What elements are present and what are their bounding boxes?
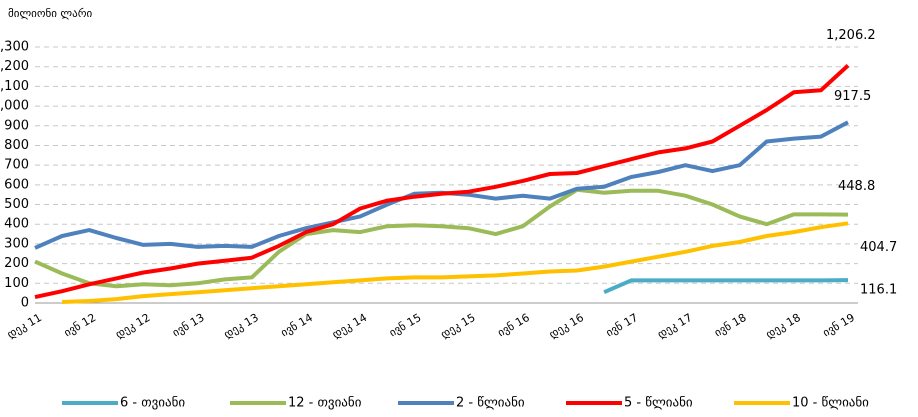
y-tick-label: 400 (4, 217, 29, 232)
y-tick-label: 1,300 (0, 40, 29, 55)
value-label: 448.8 (838, 179, 875, 194)
y-tick-label: 600 (4, 177, 29, 192)
legend-label: 12 - თვიანი (288, 396, 362, 411)
y-tick-label: 200 (4, 256, 29, 271)
y-axis-label: მილიონი ლარი (8, 7, 92, 20)
legend-label: 2 - წლიანი (456, 396, 525, 411)
value-label: 116.1 (860, 283, 897, 298)
y-tick-label: 100 (4, 276, 29, 291)
x-tick-label: დეკ 16 (547, 311, 586, 341)
x-tick-label: ივნ 14 (279, 311, 315, 340)
series-line (34, 187, 849, 289)
x-tick-label: ივნ 16 (495, 311, 531, 340)
x-tick-label: ივნ 18 (712, 311, 748, 340)
x-tick-label: დეკ 11 (5, 311, 44, 341)
value-label: 404.7 (860, 240, 897, 255)
series-line (62, 221, 849, 304)
x-tick-label: დეკ 18 (764, 311, 803, 341)
series-line (603, 278, 849, 295)
legend-label: 6 - თვიანი (120, 396, 185, 411)
x-tick-label: დეკ 15 (438, 311, 477, 341)
y-tick-label: 0 (21, 296, 29, 311)
x-tick-label: ივნ 13 (170, 311, 206, 340)
value-label: 917.5 (834, 89, 871, 104)
y-tick-label: 1,100 (0, 79, 29, 94)
y-tick-label: 700 (4, 158, 29, 173)
y-tick-label: 1,200 (0, 59, 29, 74)
x-tick-label: დეკ 17 (655, 311, 694, 341)
x-tick-label: ივნ 19 (821, 311, 857, 340)
x-tick-label: ივნ 15 (387, 311, 423, 340)
x-tick-label: ივნ 12 (62, 311, 98, 340)
legend-label: 5 - წლიანი (624, 396, 693, 411)
x-tick-label: დეკ 13 (222, 311, 261, 341)
value-label: 1,206.2 (826, 28, 876, 43)
x-tick-label: დეკ 14 (330, 311, 369, 341)
y-tick-label: 900 (4, 118, 29, 133)
y-tick-label: 500 (4, 197, 29, 212)
x-tick-label: ივნ 17 (604, 311, 640, 340)
y-tick-label: 1,000 (0, 99, 29, 114)
y-tick-label: 300 (4, 236, 29, 251)
y-tick-label: 800 (4, 138, 29, 153)
x-tick-label: დეკ 12 (113, 311, 152, 341)
legend-label: 10 - წლიანი (792, 396, 869, 411)
series-line (34, 64, 850, 300)
